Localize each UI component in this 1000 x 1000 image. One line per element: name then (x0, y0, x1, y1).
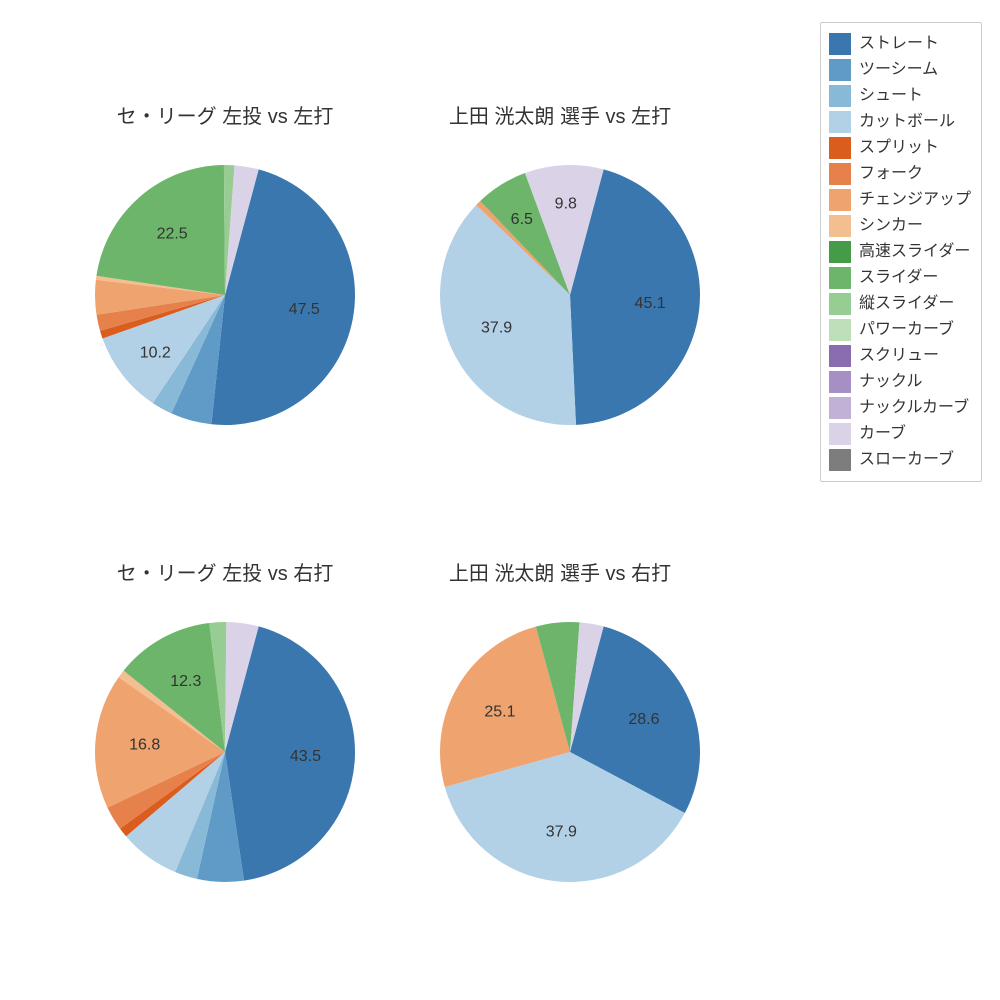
legend-label: カーブ (859, 426, 906, 443)
legend-swatch (829, 85, 851, 107)
pie-chart-tr: 45.1 37.9 6.5 9.8 (430, 155, 710, 435)
chart-title-br: 上田 洸太朗 選手 vs 右打 (400, 557, 720, 586)
legend-item: シュート (829, 85, 971, 107)
legend-label: スローカーブ (859, 452, 954, 469)
legend-item: ナックルカーブ (829, 397, 971, 419)
legend-swatch (829, 293, 851, 315)
legend-item: カーブ (829, 423, 971, 445)
legend-swatch (829, 241, 851, 263)
legend-item: パワーカーブ (829, 319, 971, 341)
legend-label: シュート (859, 88, 923, 105)
pie-slice-label: 9.8 (555, 195, 577, 212)
legend-label: 高速スライダー (859, 244, 970, 261)
legend-item: 縦スライダー (829, 293, 971, 315)
legend-swatch (829, 189, 851, 211)
legend-label: ナックルカーブ (859, 400, 969, 417)
legend-label: ツーシーム (859, 62, 938, 79)
pie-slice-label: 10.2 (140, 345, 171, 362)
legend-item: スライダー (829, 267, 971, 289)
legend-label: シンカー (859, 218, 923, 235)
legend-swatch (829, 111, 851, 133)
legend-label: スプリット (859, 140, 939, 157)
legend-swatch (829, 319, 851, 341)
pie-slice-label: 16.8 (129, 736, 160, 753)
pie-slice-label: 47.5 (289, 301, 320, 318)
pie-slice-label: 12.3 (170, 673, 201, 690)
pie-slice-label: 45.1 (635, 295, 666, 312)
legend-swatch (829, 371, 851, 393)
legend-swatch (829, 215, 851, 237)
legend-label: フォーク (859, 166, 923, 183)
pie-slice-label: 28.6 (628, 711, 659, 728)
legend-label: スライダー (859, 270, 938, 287)
legend-item: ツーシーム (829, 59, 971, 81)
pie-slice-label: 43.5 (290, 748, 321, 765)
legend-swatch (829, 59, 851, 81)
legend-item: 高速スライダー (829, 241, 971, 263)
pie-slice-label: 37.9 (546, 823, 577, 840)
chart-title-tr: 上田 洸太朗 選手 vs 左打 (400, 100, 720, 129)
chart-title-tl: セ・リーグ 左投 vs 左打 (65, 100, 385, 129)
legend-label: 縦スライダー (859, 296, 954, 313)
legend-item: シンカー (829, 215, 971, 237)
legend-item: スクリュー (829, 345, 971, 367)
pie-chart-br: 28.6 37.9 25.1 (430, 612, 710, 892)
pie-slice-label: 37.9 (481, 320, 512, 337)
legend-label: ストレート (859, 36, 939, 53)
pie-chart-bl: 43.5 16.8 12.3 (85, 612, 365, 892)
legend-item: スプリット (829, 137, 971, 159)
legend-label: スクリュー (859, 348, 939, 365)
legend-swatch (829, 345, 851, 367)
legend-item: チェンジアップ (829, 189, 971, 211)
legend-label: チェンジアップ (859, 192, 971, 209)
pie-slice-label: 25.1 (484, 703, 515, 720)
legend-swatch (829, 397, 851, 419)
legend-label: カットボール (859, 114, 955, 131)
legend-label: ナックル (859, 374, 923, 391)
legend-swatch (829, 423, 851, 445)
legend-swatch (829, 33, 851, 55)
legend-item: スローカーブ (829, 449, 971, 471)
legend-swatch (829, 267, 851, 289)
legend: ストレートツーシームシュートカットボールスプリットフォークチェンジアップシンカー… (820, 22, 982, 482)
pie-slice-label: 22.5 (157, 225, 188, 242)
legend-label: パワーカーブ (859, 322, 954, 339)
chart-title-bl: セ・リーグ 左投 vs 右打 (65, 557, 385, 586)
pie-slice-label: 6.5 (511, 211, 533, 228)
pie-chart-tl: 47.5 10.2 22.5 (85, 155, 365, 435)
legend-item: ストレート (829, 33, 971, 55)
legend-swatch (829, 449, 851, 471)
legend-item: カットボール (829, 111, 971, 133)
legend-item: フォーク (829, 163, 971, 185)
legend-swatch (829, 163, 851, 185)
legend-item: ナックル (829, 371, 971, 393)
legend-swatch (829, 137, 851, 159)
